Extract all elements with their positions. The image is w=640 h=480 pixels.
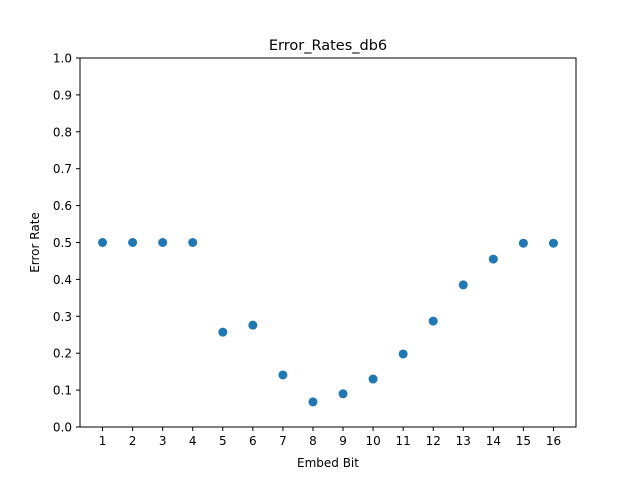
- x-tick-label: 6: [249, 434, 257, 448]
- x-axis-label: Embed Bit: [297, 456, 359, 470]
- x-tick-label: 14: [486, 434, 501, 448]
- y-tick-label: 0.8: [53, 125, 72, 139]
- x-tick-label: 15: [516, 434, 531, 448]
- data-point: [368, 374, 378, 384]
- data-point: [248, 320, 258, 330]
- y-tick-label: 0.1: [53, 384, 72, 398]
- y-tick-label: 0.7: [53, 162, 72, 176]
- data-point: [158, 238, 168, 247]
- x-tick-label: 4: [189, 434, 197, 448]
- data-point: [548, 238, 558, 248]
- y-axis-ticks: 0.0 0.1 0.2 0.3 0.4 0.5 0.6 0.7 0.8 0.9 1.0: [53, 52, 80, 435]
- data-point: [188, 238, 198, 247]
- data-point: [398, 349, 408, 359]
- data-point: [518, 238, 528, 248]
- y-tick-label: 0.2: [53, 347, 72, 361]
- y-axis-label: Error Rate: [28, 212, 42, 273]
- y-tick-label: 0.6: [53, 199, 72, 213]
- y-tick-label: 0.0: [53, 421, 72, 435]
- x-axis-ticks: 1 2 3 4 5 6 7 8 9 10 11 12 13 14 15 16: [99, 427, 561, 448]
- points-layer: [98, 238, 558, 407]
- x-tick-label: 13: [456, 434, 471, 448]
- data-point: [488, 254, 498, 264]
- y-tick-label: 0.3: [53, 310, 72, 324]
- plot-frame: [79, 57, 577, 428]
- data-point: [218, 327, 228, 337]
- y-tick-label: 1.0: [53, 52, 72, 66]
- y-tick-label: 0.5: [53, 236, 72, 250]
- x-tick-label: 7: [279, 434, 287, 448]
- y-tick-label: 0.9: [53, 88, 72, 102]
- data-point: [338, 389, 348, 399]
- x-tick-label: 11: [396, 434, 411, 448]
- chart-title: Error_Rates_db6: [269, 38, 387, 54]
- data-point: [278, 370, 288, 380]
- x-tick-label: 5: [219, 434, 227, 448]
- y-tick-label: 0.4: [53, 273, 72, 287]
- x-tick-label: 1: [99, 434, 107, 448]
- data-point: [308, 397, 318, 407]
- data-point: [98, 238, 108, 247]
- x-tick-label: 2: [129, 434, 137, 448]
- x-tick-label: 12: [426, 434, 441, 448]
- x-tick-label: 16: [546, 434, 561, 448]
- data-point: [128, 238, 138, 247]
- data-point: [458, 280, 468, 290]
- data-point: [428, 316, 438, 326]
- x-tick-label: 9: [339, 434, 347, 448]
- x-tick-label: 3: [159, 434, 167, 448]
- x-tick-label: 10: [365, 434, 380, 448]
- x-tick-label: 8: [309, 434, 317, 448]
